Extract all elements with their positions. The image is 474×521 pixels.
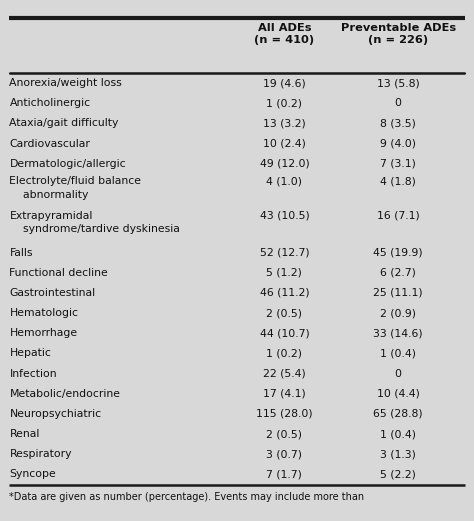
Text: Dermatologic/allergic: Dermatologic/allergic [9,159,126,169]
Text: 4 (1.8): 4 (1.8) [380,177,416,187]
Text: Functional decline: Functional decline [9,268,108,278]
Text: 7 (3.1): 7 (3.1) [380,159,416,169]
Text: Gastrointestinal: Gastrointestinal [9,288,96,298]
Text: Syncope: Syncope [9,469,56,479]
Text: 3 (0.7): 3 (0.7) [266,449,302,460]
Text: Anticholinergic: Anticholinergic [9,98,91,108]
Text: Hepatic: Hepatic [9,349,51,358]
Text: 44 (10.7): 44 (10.7) [260,328,309,338]
Text: All ADEs
(n = 410): All ADEs (n = 410) [255,23,314,45]
Text: 10 (2.4): 10 (2.4) [263,139,306,148]
Text: 1 (0.2): 1 (0.2) [266,349,302,358]
Text: Metabolic/endocrine: Metabolic/endocrine [9,389,120,399]
Text: Ataxia/gait difficulty: Ataxia/gait difficulty [9,118,119,128]
Text: 19 (4.6): 19 (4.6) [263,78,306,88]
Text: *Data are given as number (percentage). Events may include more than: *Data are given as number (percentage). … [9,492,365,502]
Text: 1 (0.4): 1 (0.4) [380,429,416,439]
Text: Electrolyte/fluid balance: Electrolyte/fluid balance [9,177,141,187]
Text: syndrome/tardive dyskinesia: syndrome/tardive dyskinesia [9,225,180,234]
Text: 115 (28.0): 115 (28.0) [256,409,313,419]
Text: 17 (4.1): 17 (4.1) [263,389,306,399]
Text: 22 (5.4): 22 (5.4) [263,368,306,379]
Text: 33 (14.6): 33 (14.6) [374,328,423,338]
Text: 2 (0.9): 2 (0.9) [380,308,416,318]
Text: Cardiovascular: Cardiovascular [9,139,91,148]
Text: 10 (4.4): 10 (4.4) [377,389,419,399]
Text: 16 (7.1): 16 (7.1) [377,210,419,221]
Text: Neuropsychiatric: Neuropsychiatric [9,409,101,419]
Text: 0: 0 [395,98,401,108]
Text: Anorexia/weight loss: Anorexia/weight loss [9,78,122,88]
Text: 43 (10.5): 43 (10.5) [260,210,309,221]
Text: 3 (1.3): 3 (1.3) [380,449,416,460]
Text: Falls: Falls [9,247,33,257]
Text: abnormality: abnormality [9,190,89,200]
Text: Respiratory: Respiratory [9,449,72,460]
Text: 8 (3.5): 8 (3.5) [380,118,416,128]
Text: Preventable ADEs
(n = 226): Preventable ADEs (n = 226) [341,23,456,45]
Text: 25 (11.1): 25 (11.1) [374,288,423,298]
Text: Hematologic: Hematologic [9,308,79,318]
Text: 13 (5.8): 13 (5.8) [377,78,419,88]
Text: 5 (1.2): 5 (1.2) [266,268,302,278]
Text: 6 (2.7): 6 (2.7) [380,268,416,278]
Text: 5 (2.2): 5 (2.2) [380,469,416,479]
Text: 7 (1.7): 7 (1.7) [266,469,302,479]
Text: 13 (3.2): 13 (3.2) [263,118,306,128]
Text: Hemorrhage: Hemorrhage [9,328,78,338]
Text: 46 (11.2): 46 (11.2) [260,288,309,298]
Text: 1 (0.4): 1 (0.4) [380,349,416,358]
Text: 2 (0.5): 2 (0.5) [266,429,302,439]
Text: 9 (4.0): 9 (4.0) [380,139,416,148]
Text: 2 (0.5): 2 (0.5) [266,308,302,318]
Text: 49 (12.0): 49 (12.0) [260,159,309,169]
Text: Infection: Infection [9,368,57,379]
Text: Extrapyramidal: Extrapyramidal [9,210,93,221]
Text: 52 (12.7): 52 (12.7) [260,247,309,257]
Text: Renal: Renal [9,429,40,439]
Text: 45 (19.9): 45 (19.9) [374,247,423,257]
Text: 4 (1.0): 4 (1.0) [266,177,302,187]
Text: 65 (28.8): 65 (28.8) [374,409,423,419]
Text: 0: 0 [395,368,401,379]
Text: 1 (0.2): 1 (0.2) [266,98,302,108]
